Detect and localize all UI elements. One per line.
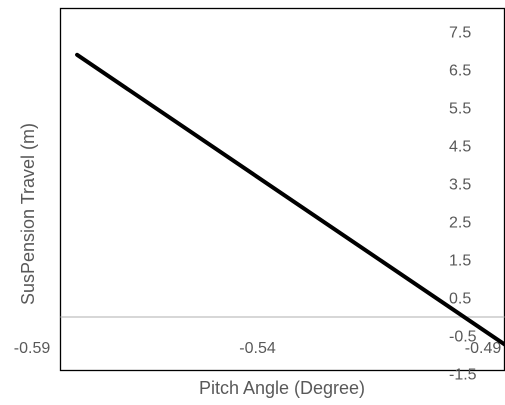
x-tick-labels: -0.59 -0.54 -0.49 xyxy=(14,340,502,357)
y-tick-label: 2.5 xyxy=(449,215,471,232)
y-tick-label: -0.5 xyxy=(449,329,477,346)
y-axis-title: SusPension Travel (m) xyxy=(18,123,38,305)
y-tick-label: 4.5 xyxy=(449,139,471,156)
x-axis-title: Pitch Angle (Degree) xyxy=(199,378,365,398)
y-tick-label: 5.5 xyxy=(449,101,471,118)
x-tick-label: -0.54 xyxy=(239,340,276,357)
y-tick-label: 7.5 xyxy=(449,25,471,42)
y-tick-labels: 7.5 6.5 5.5 4.5 3.5 2.5 1.5 0.5 -0.5 -1.5 xyxy=(449,25,477,384)
series-group xyxy=(75,52,505,348)
y-tick-label: 0.5 xyxy=(449,291,471,308)
x-tick-label: -0.49 xyxy=(465,340,502,357)
y-tick-label: 6.5 xyxy=(449,63,471,80)
y-tick-label: -1.5 xyxy=(449,367,477,384)
plot-frame xyxy=(59,7,505,372)
y-tick-label: 1.5 xyxy=(449,253,471,270)
x-tick-label: -0.59 xyxy=(14,340,51,357)
y-tick-label: 3.5 xyxy=(449,177,471,194)
series-line-1 xyxy=(75,52,505,348)
